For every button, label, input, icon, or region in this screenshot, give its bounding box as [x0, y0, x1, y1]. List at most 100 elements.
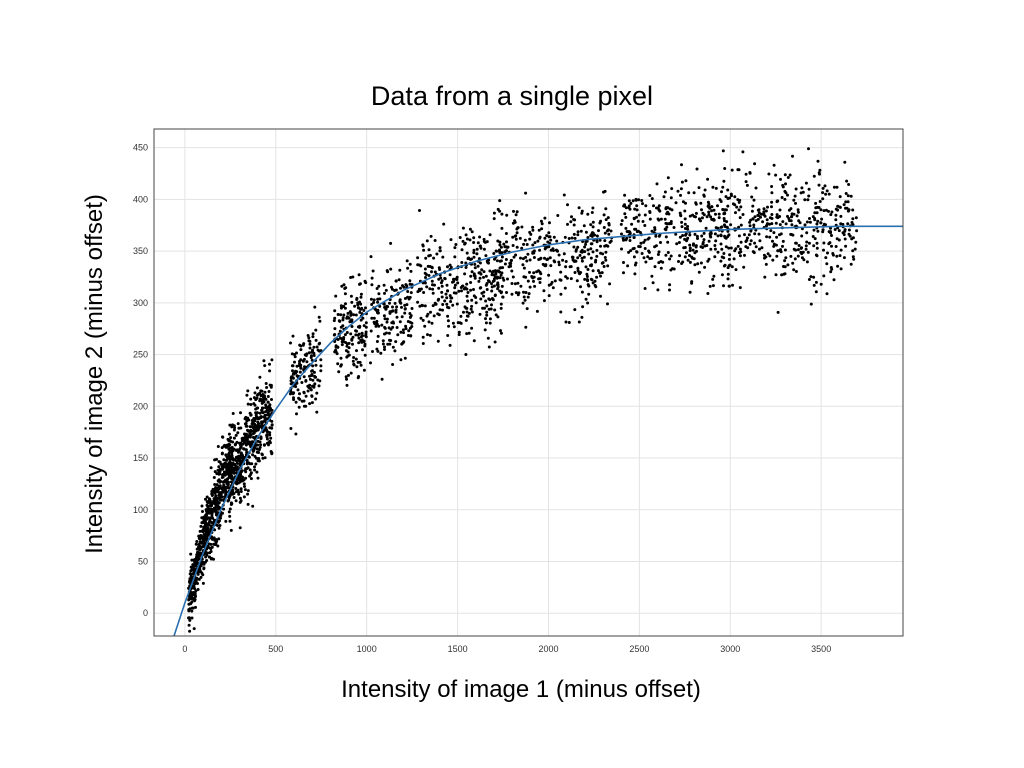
data-point	[606, 302, 609, 306]
data-point	[459, 314, 463, 318]
data-point	[215, 483, 219, 487]
data-point	[492, 279, 496, 283]
data-point	[543, 236, 547, 240]
data-point	[803, 198, 807, 202]
data-point	[736, 198, 740, 202]
data-point	[355, 365, 359, 369]
data-point	[445, 302, 449, 306]
data-point	[394, 340, 398, 344]
data-point	[655, 182, 659, 186]
data-point	[246, 489, 250, 493]
data-point	[231, 412, 235, 415]
data-point	[432, 314, 436, 318]
data-point	[532, 256, 536, 259]
data-point	[493, 275, 497, 279]
data-point	[256, 443, 260, 447]
data-point	[551, 247, 555, 251]
data-point	[730, 265, 734, 269]
data-point	[775, 254, 779, 258]
data-point	[812, 244, 816, 248]
data-point	[794, 248, 798, 252]
data-point	[523, 298, 527, 302]
data-point	[227, 480, 231, 484]
data-point	[710, 205, 714, 209]
data-point	[666, 251, 670, 254]
data-point	[259, 415, 263, 419]
data-point	[476, 241, 480, 245]
data-point	[234, 490, 238, 494]
data-point	[589, 223, 593, 227]
data-point	[208, 551, 212, 555]
data-point	[482, 247, 486, 251]
data-point	[831, 253, 835, 257]
data-point	[505, 249, 508, 253]
data-point	[758, 239, 762, 243]
data-point	[707, 257, 711, 261]
data-point	[469, 281, 473, 284]
data-point	[239, 490, 243, 493]
data-point	[188, 618, 192, 622]
data-point	[462, 310, 465, 314]
data-point	[816, 219, 820, 223]
data-point	[604, 207, 608, 211]
data-point	[731, 283, 734, 287]
data-point	[269, 436, 273, 440]
data-point	[204, 497, 207, 501]
data-point	[266, 400, 270, 404]
data-point	[218, 480, 222, 484]
data-point	[832, 185, 836, 189]
data-point	[656, 217, 660, 221]
data-point	[268, 426, 272, 430]
data-point	[633, 207, 637, 211]
data-point	[472, 251, 476, 255]
data-point	[265, 430, 269, 433]
data-point	[624, 215, 628, 219]
data-point	[468, 227, 472, 231]
data-point	[706, 200, 710, 204]
data-point	[694, 202, 698, 206]
data-point	[506, 277, 509, 281]
data-point	[435, 252, 439, 256]
data-point	[229, 436, 233, 440]
data-point	[388, 338, 391, 342]
data-point	[525, 307, 529, 311]
data-point	[815, 222, 819, 226]
data-point	[812, 228, 816, 232]
data-point	[822, 241, 826, 245]
data-point	[726, 272, 730, 276]
data-point	[693, 232, 697, 236]
data-point	[491, 298, 495, 302]
data-point	[537, 228, 541, 232]
data-point	[270, 419, 274, 423]
data-point	[236, 457, 240, 460]
data-point	[586, 268, 590, 271]
data-point	[782, 265, 785, 268]
data-point	[786, 214, 789, 218]
data-point	[357, 273, 361, 277]
data-point	[570, 255, 574, 259]
data-point	[257, 457, 261, 460]
data-point	[359, 295, 363, 299]
data-point	[557, 260, 561, 264]
data-point	[383, 348, 386, 351]
data-point	[319, 358, 323, 362]
data-point	[722, 217, 726, 220]
data-point	[588, 264, 592, 267]
data-point	[720, 273, 724, 277]
data-point	[793, 257, 797, 261]
data-point	[187, 602, 191, 606]
data-point	[505, 291, 508, 294]
x-tick-label: 500	[268, 644, 283, 654]
data-point	[211, 509, 215, 513]
data-point	[737, 208, 741, 212]
data-point	[636, 219, 640, 223]
data-point	[815, 254, 819, 258]
data-point	[344, 286, 348, 290]
data-point	[249, 403, 253, 406]
data-point	[233, 426, 237, 430]
data-point	[504, 232, 508, 235]
data-point	[441, 303, 445, 306]
data-point	[776, 310, 780, 314]
data-point	[501, 295, 505, 299]
data-point	[212, 557, 215, 561]
